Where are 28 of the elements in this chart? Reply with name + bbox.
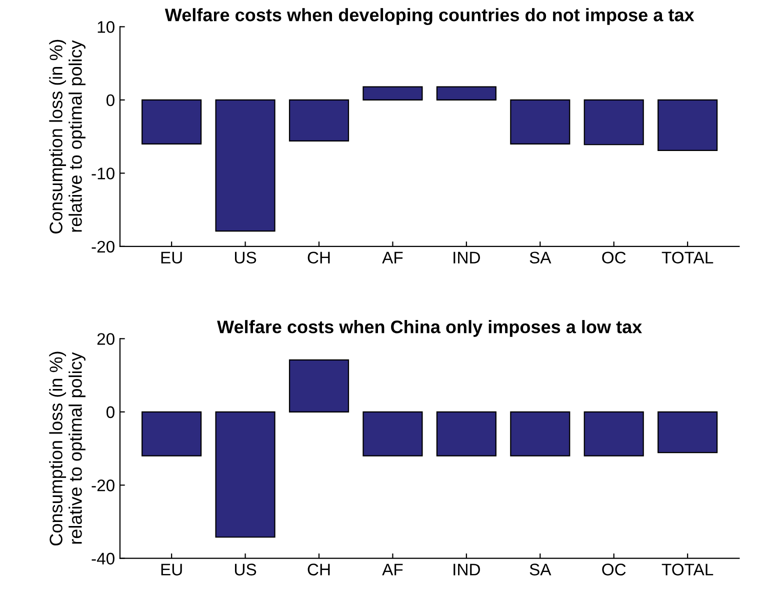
x-tick-label: TOTAL <box>662 564 714 576</box>
x-tick-label: CH <box>308 564 330 576</box>
x-tick-label: OC <box>602 252 626 264</box>
y-tick-label: 0 <box>106 406 114 418</box>
chart-title: Welfare costs when developing countries do not impose a tax <box>164 8 694 25</box>
x-tick-label: CH <box>308 252 330 264</box>
x-tick-label: SA <box>530 252 552 264</box>
y-tick-label: 20 <box>97 333 114 345</box>
x-tick-label: US <box>234 252 256 264</box>
y-tick-label: 0 <box>106 94 114 106</box>
x-tick-label: AF <box>382 564 403 576</box>
x-tick-label: IND <box>454 564 480 576</box>
x-tick-label: EU <box>161 564 182 576</box>
x-tick-label: TOTAL <box>662 252 714 264</box>
x-tick-label: AF <box>382 252 403 264</box>
y-axis-title: Consumption loss (in %) relative to optimal policy <box>49 352 86 546</box>
y-tick-label: -10 <box>92 168 114 180</box>
chart-title: Welfare costs when China only imposes a low tax <box>217 320 642 337</box>
x-tick-label: EU <box>161 252 182 264</box>
y-tick-label: -20 <box>92 240 114 253</box>
y-tick-label: 10 <box>98 21 114 33</box>
x-tick-label: US <box>234 564 256 576</box>
y-tick-label: -40 <box>92 552 114 565</box>
y-tick-label: -20 <box>92 480 114 492</box>
x-tick-label: OC <box>602 564 626 576</box>
y-axis-title: Consumption loss (in %) relative to optimal policy <box>49 40 86 234</box>
x-tick-label: SA <box>530 564 552 576</box>
x-tick-label: IND <box>454 252 480 264</box>
